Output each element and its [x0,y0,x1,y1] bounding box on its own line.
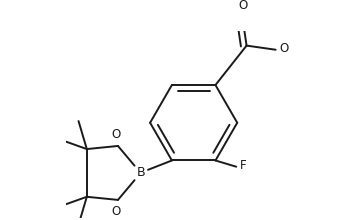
Text: O: O [111,128,120,141]
Text: O: O [279,42,288,55]
Text: O: O [111,205,120,218]
Text: F: F [240,159,247,172]
Text: B: B [136,167,145,180]
Text: O: O [239,0,248,12]
